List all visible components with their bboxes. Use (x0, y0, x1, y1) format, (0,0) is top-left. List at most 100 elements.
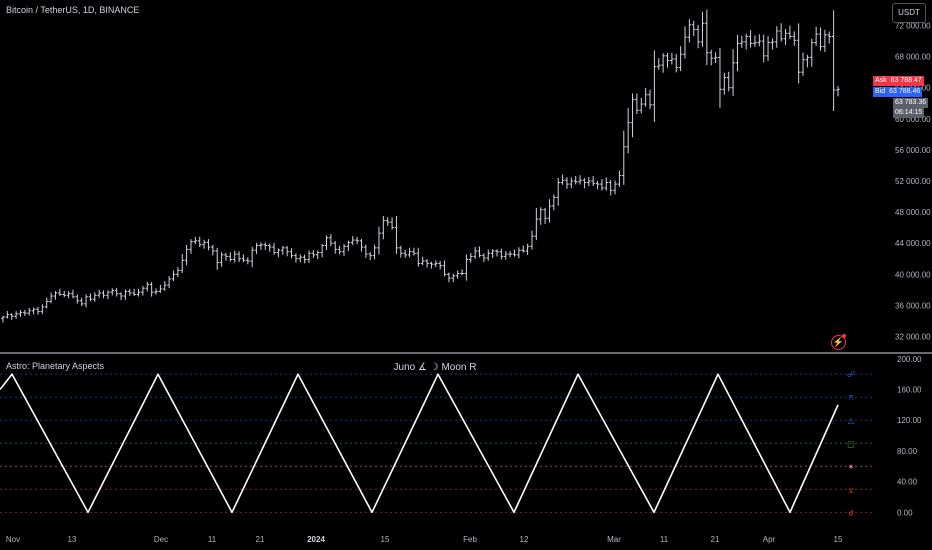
ohlc-bar (176, 267, 180, 278)
ohlc-bar (241, 254, 246, 263)
ohlc-bar (753, 35, 757, 47)
ohlc-bar (298, 254, 303, 263)
price-axis-label: 72 000.00 (895, 22, 931, 31)
time-axis-label: 12 (519, 535, 529, 544)
time-axis[interactable]: Nov 13 Dec 11 21 2024 15 Feb 12 Mar 11 21 Apr 15 (0, 530, 932, 550)
indicator-title: Astro: Planetary Aspects (6, 361, 105, 371)
ohlc-bar (661, 53, 665, 73)
aspect-symbol-icon: ⚺ (848, 485, 853, 494)
price-axis-label: 44 000.00 (895, 239, 931, 248)
ohlc-bar (97, 289, 101, 298)
ohlc-bar (468, 253, 473, 263)
aspect-symbol-icon: ⚻ (848, 393, 853, 402)
ohlc-bar (1, 315, 5, 323)
ohlc-bar (809, 38, 814, 67)
ohlc-bar (731, 49, 735, 96)
ohlc-bar (552, 194, 556, 211)
indicator-axis-label: 80.00 (897, 447, 918, 456)
ohlc-bar (158, 284, 163, 293)
ohlc-bar (442, 260, 447, 277)
ohlc-bar (18, 310, 23, 317)
ohlc-bar (643, 87, 648, 107)
indicator-axis-label: 200.00 (897, 355, 922, 364)
time-axis-label: 11 (207, 535, 217, 544)
ohlc-bar (180, 253, 185, 273)
ohlc-bar (648, 89, 652, 109)
ohlc-bar (508, 250, 512, 258)
ohlc-bar (189, 239, 193, 254)
ohlc-bar (792, 31, 797, 46)
ohlc-bar (547, 199, 552, 223)
ohlc-bar (687, 19, 692, 43)
ohlc-bar (390, 217, 394, 230)
ohlc-bar (114, 287, 119, 297)
price-axis-label: 68 000.00 (895, 53, 931, 62)
ohlc-bar (79, 297, 84, 307)
time-axis-label: 13 (67, 535, 77, 544)
ohlc-bar (364, 244, 368, 258)
ohlc-bar (162, 281, 167, 291)
ohlc-bar (66, 291, 71, 299)
ohlc-bar (565, 177, 569, 189)
ohlc-bar (779, 23, 783, 42)
alert-bolt-icon[interactable]: ⚡ (831, 335, 846, 350)
ohlc-bar (49, 292, 53, 304)
ohlc-bar (587, 176, 591, 187)
ohlc-bar (735, 34, 740, 72)
ohlc-bar (302, 254, 307, 264)
ohlc-bar (556, 177, 561, 206)
ohlc-bar (36, 307, 40, 315)
ohlc-bar (311, 250, 316, 258)
price-axis-label: 48 000.00 (895, 208, 931, 217)
ohlc-bar (530, 230, 534, 250)
ohlc-bar (193, 236, 198, 245)
bid-label: Bid (873, 87, 888, 97)
time-axis-label: 21 (255, 535, 265, 544)
ohlc-bar (420, 256, 425, 266)
ohlc-bar (722, 72, 727, 95)
ohlc-bar (350, 235, 355, 245)
ohlc-bar (801, 52, 805, 76)
ohlc-bar (425, 259, 429, 268)
ohlc-bar (818, 27, 823, 51)
ohlc-bar (385, 217, 390, 226)
ohlc-bar (499, 248, 504, 260)
ohlc-bar (246, 257, 250, 265)
ohlc-bar (578, 175, 582, 185)
ohlc-bar (788, 25, 792, 40)
ohlc-bar (58, 288, 62, 296)
price-axis-label: 32 000.00 (895, 332, 931, 341)
ohlc-bar (783, 28, 788, 45)
ohlc-bar (517, 247, 521, 259)
indicator-axis-label: 160.00 (897, 386, 922, 395)
time-axis-label: Mar (607, 535, 621, 544)
bid-value: 63 788.46 (887, 87, 923, 97)
indicator-axis-label: 0.00 (897, 508, 913, 517)
ohlc-bar (604, 177, 609, 191)
time-axis-label: Dec (153, 535, 169, 544)
ohlc-bar (630, 93, 635, 138)
ohlc-bar (621, 130, 626, 185)
ohlc-bar (267, 243, 272, 252)
ohlc-bar (770, 38, 775, 50)
ohlc-bar (31, 307, 36, 315)
ohlc-bar (705, 9, 709, 66)
ohlc-bar (696, 24, 700, 49)
ohlc-bar (232, 250, 237, 263)
ohlc-bar (324, 235, 329, 250)
bid-price-tag: Bid 63 788.46 (873, 87, 923, 97)
ohlc-bar (700, 11, 705, 47)
ohlc-bar (132, 288, 136, 296)
currency-button[interactable]: USDT (892, 3, 926, 23)
ohlc-bar (219, 252, 224, 267)
ohlc-bar (482, 253, 486, 263)
ohlc-bar (237, 251, 241, 263)
ohlc-bar (543, 207, 547, 224)
ohlc-bar (254, 242, 259, 255)
ohlc-bar (639, 97, 644, 114)
ohlc-bar (215, 247, 220, 270)
ohlc-bar (582, 178, 587, 189)
ohlc-bar (573, 175, 578, 185)
